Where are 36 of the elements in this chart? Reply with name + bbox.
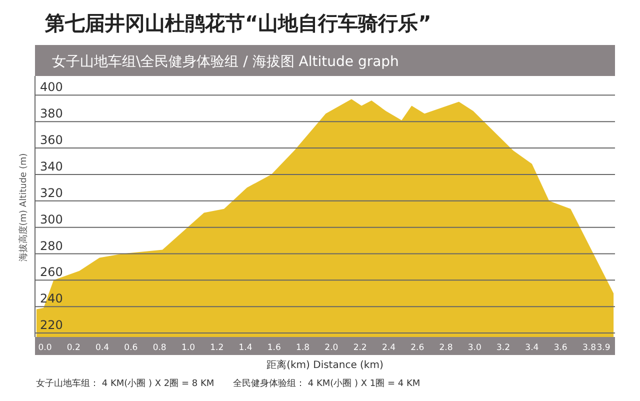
y-tick-label: 400 xyxy=(40,80,63,94)
x-tick-label: 2.4 xyxy=(382,343,396,353)
x-tick-label: 3.8 xyxy=(582,343,596,353)
y-tick-label: 380 xyxy=(40,106,63,121)
x-tick-label: 0.4 xyxy=(96,343,110,353)
x-tick-label: 3.0 xyxy=(468,343,482,353)
x-tick-label: 2.2 xyxy=(353,343,367,353)
y-axis-title: 海拔高度(m) Altitude (m) xyxy=(18,153,29,262)
x-tick-label: 0.8 xyxy=(152,343,166,353)
x-tick-label: 3.2 xyxy=(496,343,510,353)
chart-title: 第七届井冈山杜鹃花节“山地自行车骑行乐” xyxy=(44,11,432,35)
x-tick-label: 0.6 xyxy=(124,343,138,353)
y-tick-label: 280 xyxy=(40,238,63,253)
x-tick-label: 3.4 xyxy=(525,343,539,353)
x-axis-title: 距离(km) Distance (km) xyxy=(266,359,384,371)
x-tick-label: 1.6 xyxy=(267,343,281,353)
text: 女子山地车组： 4 KM(小圈 ) X 2圈 = 8 KM xyxy=(36,378,214,389)
y-tick-label: 320 xyxy=(40,186,63,200)
y-tick-label: 220 xyxy=(40,318,63,332)
x-tick-label: 3.9 xyxy=(596,343,610,353)
x-tick-label: 0.0 xyxy=(38,343,52,353)
x-tick-label: 2.0 xyxy=(324,343,338,353)
x-tick-label: 1.2 xyxy=(210,343,224,353)
x-tick-label: 3.6 xyxy=(554,343,568,353)
text: 全民健身体验组： 4 KM(小圈 ) X 1圈 = 4 KM xyxy=(233,378,420,389)
x-tick-label: 1.8 xyxy=(296,343,310,353)
x-tick-label: 2.6 xyxy=(410,343,424,353)
y-tick-label: 360 xyxy=(40,133,63,148)
x-tick-label: 1.4 xyxy=(238,343,252,353)
x-tick-label: 2.8 xyxy=(439,343,453,353)
y-tick-label: 300 xyxy=(40,212,63,226)
chart-subtitle: 女子山地车组\全民健身体验组 / 海拔图 Altitude graph xyxy=(52,54,399,70)
y-tick-label: 340 xyxy=(40,159,63,174)
y-tick-label: 260 xyxy=(40,265,63,280)
x-tick-label: 1.0 xyxy=(181,343,195,353)
x-tick-label: 0.2 xyxy=(66,343,80,353)
